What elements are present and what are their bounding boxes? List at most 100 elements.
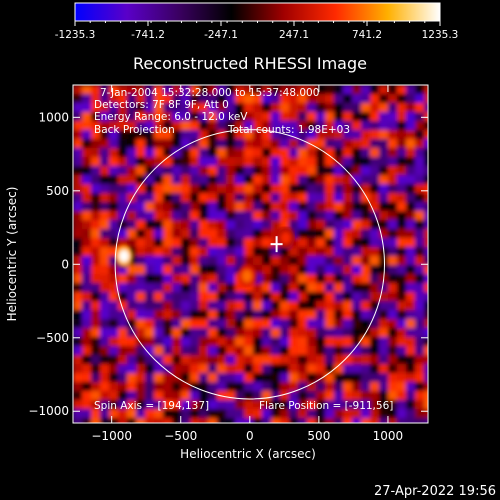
image-pixel (163, 256, 173, 266)
image-pixel (154, 409, 164, 419)
image-pixel (136, 139, 146, 149)
image-pixel (316, 283, 326, 293)
image-pixel (379, 319, 389, 329)
image-pixel (415, 283, 425, 293)
image-pixel (388, 292, 398, 302)
image-pixel (379, 157, 389, 167)
image-pixel (100, 175, 110, 185)
image-pixel (82, 229, 92, 239)
image-pixel (289, 310, 299, 320)
image-pixel (415, 337, 425, 347)
image-pixel (343, 94, 353, 104)
image-pixel (154, 337, 164, 347)
image-pixel (199, 139, 209, 149)
image-pixel (271, 121, 281, 131)
image-pixel (397, 274, 407, 284)
image-pixel (172, 220, 182, 230)
image-pixel (316, 346, 326, 356)
image-pixel (118, 184, 128, 194)
image-pixel (388, 130, 398, 140)
image-pixel (172, 391, 182, 401)
image-pixel (388, 382, 398, 392)
image-pixel (91, 418, 101, 423)
image-pixel (271, 301, 281, 311)
image-pixel (145, 391, 155, 401)
image-pixel (397, 238, 407, 248)
image-pixel (226, 409, 236, 419)
image-pixel (289, 184, 299, 194)
image-pixel (73, 265, 83, 275)
image-pixel (100, 130, 110, 140)
image-pixel (91, 103, 101, 113)
image-pixel (145, 382, 155, 392)
image-pixel (352, 166, 362, 176)
image-pixel (109, 418, 119, 423)
image-pixel (379, 112, 389, 122)
image-pixel (325, 310, 335, 320)
image-pixel (217, 238, 227, 248)
y-tick-label: 1000 (38, 110, 69, 124)
image-pixel (181, 310, 191, 320)
image-pixel (271, 175, 281, 185)
image-pixel (334, 193, 344, 203)
image-pixel (352, 400, 362, 410)
solar-limb (114, 129, 385, 400)
image-pixel (181, 391, 191, 401)
image-pixel (361, 130, 371, 140)
image-pixel (91, 94, 101, 104)
image-pixel (244, 373, 254, 383)
image-pixel (325, 409, 335, 419)
image-pixel (280, 103, 290, 113)
image-pixel (343, 409, 353, 419)
image-pixel (343, 382, 353, 392)
image-pixel (262, 364, 272, 374)
image-pixel (226, 256, 236, 266)
image-pixel (163, 310, 173, 320)
image-pixel (73, 328, 83, 338)
image-pixel (82, 256, 92, 266)
image-pixel (406, 301, 416, 311)
image-pixel (217, 274, 227, 284)
image-pixel (280, 193, 290, 203)
image-pixel (262, 373, 272, 383)
image-pixel (82, 148, 92, 158)
image-pixel (415, 346, 425, 356)
image-pixel (289, 220, 299, 230)
image-pixel (109, 184, 119, 194)
image-pixel (325, 229, 335, 239)
image-pixel (415, 328, 425, 338)
timestamp: 27-Apr-2022 19:56 (374, 484, 496, 499)
image-pixel (118, 193, 128, 203)
image-pixel (280, 265, 290, 275)
image-pixel (190, 355, 200, 365)
image-pixel (91, 265, 101, 275)
image-pixel (82, 139, 92, 149)
image-pixel (82, 193, 92, 203)
image-pixel (307, 175, 317, 185)
image-pixel (406, 274, 416, 284)
image-pixel (253, 130, 263, 140)
image-pixel (235, 301, 245, 311)
image-pixel (307, 112, 317, 122)
image-pixel (127, 274, 137, 284)
image-pixel (82, 274, 92, 284)
image-pixel (388, 202, 398, 212)
image-pixel (190, 400, 200, 410)
image-pixel (370, 382, 380, 392)
image-pixel (199, 373, 209, 383)
image-pixel (280, 220, 290, 230)
image-pixel (73, 418, 83, 423)
image-pixel (352, 85, 362, 95)
image-pixel (271, 184, 281, 194)
image-pixel (208, 193, 218, 203)
image-pixel (253, 238, 263, 248)
image-pixel (154, 220, 164, 230)
image-pixel (343, 256, 353, 266)
image-pixel (271, 355, 281, 365)
image-pixel (298, 274, 308, 284)
image-pixel (298, 85, 308, 95)
image-pixel (361, 292, 371, 302)
image-pixel (109, 337, 119, 347)
image-pixel (127, 310, 137, 320)
image-pixel (388, 301, 398, 311)
